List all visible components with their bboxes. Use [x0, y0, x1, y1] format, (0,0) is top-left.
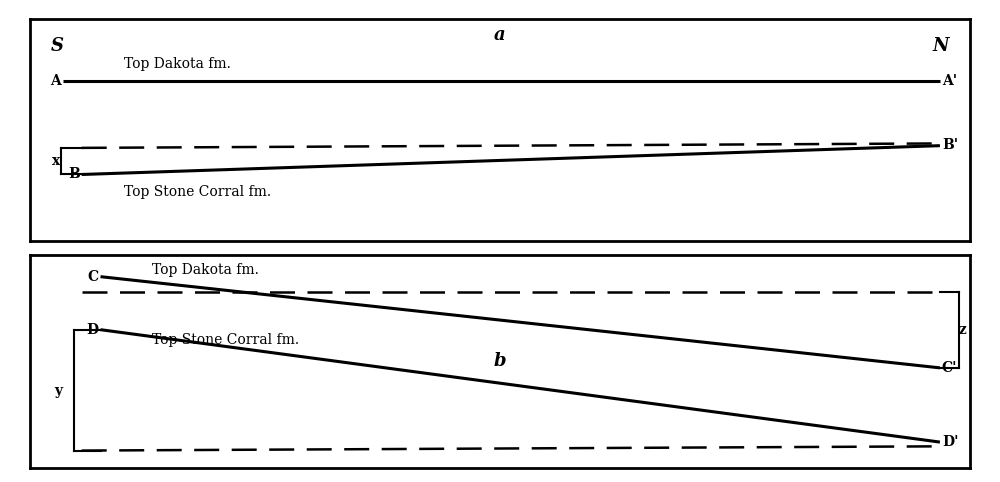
Text: C: C	[87, 269, 99, 284]
Text: x: x	[52, 154, 60, 168]
Text: B: B	[68, 167, 80, 182]
Text: N: N	[933, 37, 949, 55]
Text: Top Stone Corral fm.: Top Stone Corral fm.	[124, 185, 271, 199]
Text: a: a	[494, 26, 506, 44]
Text: Top Stone Corral fm.: Top Stone Corral fm.	[152, 333, 299, 348]
Text: Top Dakota fm.: Top Dakota fm.	[124, 56, 231, 71]
Text: A': A'	[942, 74, 957, 88]
Text: D: D	[86, 322, 99, 337]
Text: C': C'	[942, 361, 957, 375]
Text: y: y	[54, 384, 62, 398]
Text: b: b	[494, 352, 506, 371]
Text: Top Dakota fm.: Top Dakota fm.	[152, 263, 259, 277]
Text: D': D'	[942, 435, 958, 449]
Text: B': B'	[942, 137, 958, 151]
Text: S: S	[51, 37, 64, 55]
Text: z: z	[959, 322, 966, 337]
Text: A: A	[50, 74, 61, 88]
